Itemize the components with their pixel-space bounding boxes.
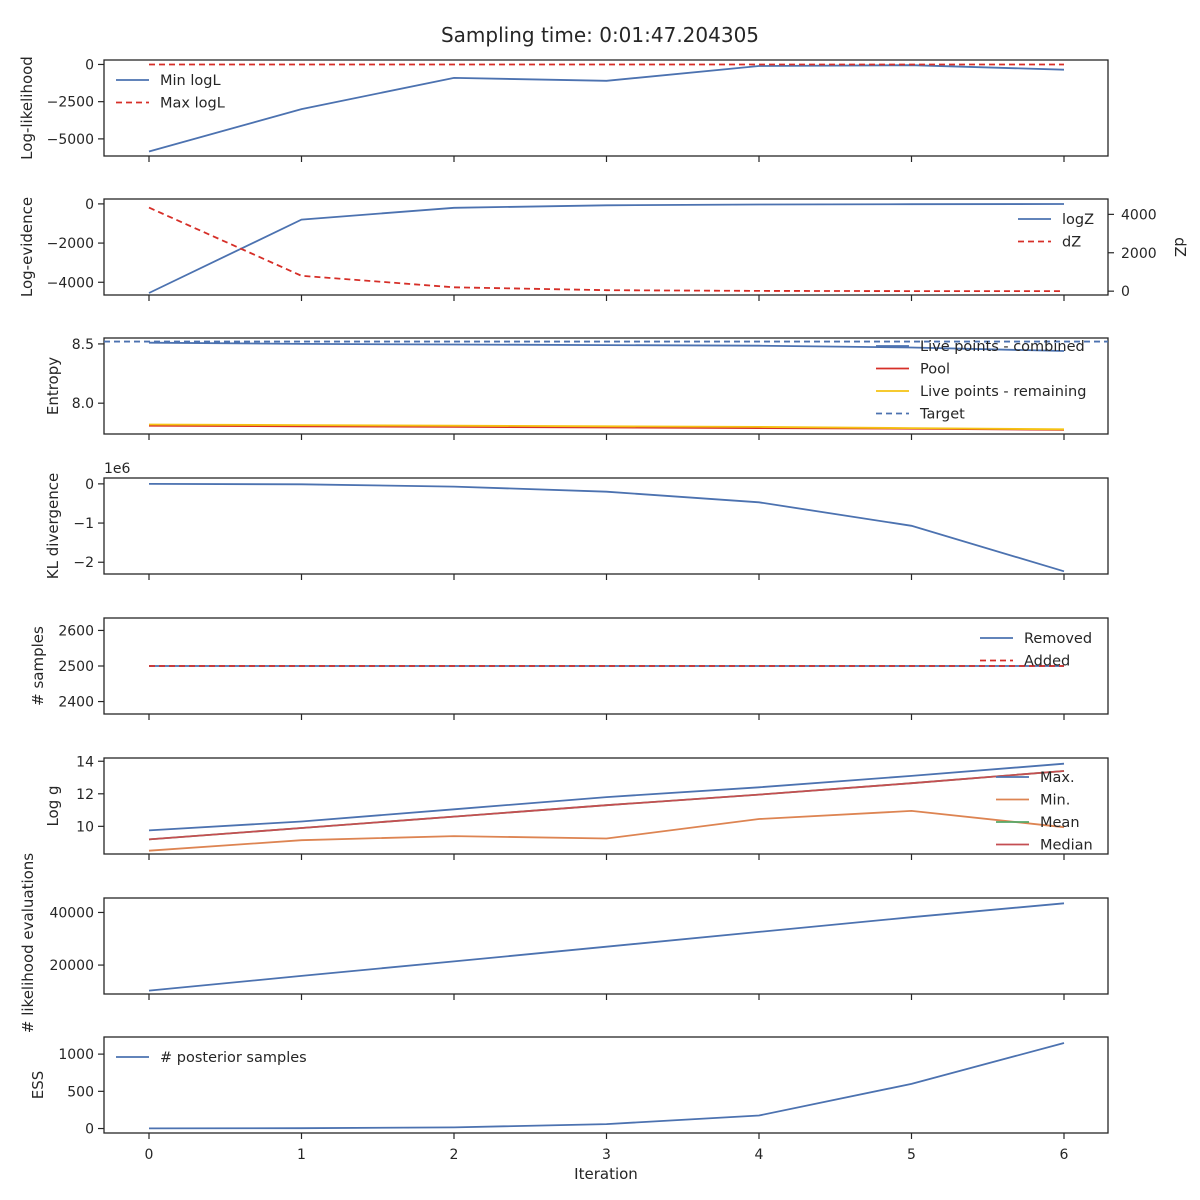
panel-entropy: 8.5 8.0 Entropy Live points - combined Pool L…	[44, 337, 1109, 440]
legend-label: Min.	[1040, 793, 1070, 809]
legend-label: Live points - remaining	[920, 384, 1086, 400]
series-line--posterior-samples	[148, 1042, 1065, 1130]
legend-label: Min logL	[160, 73, 221, 89]
panel-logevidence: 0 −2000 −4000 0 2000 4000 dZ Log-evidence logZ dZ	[18, 197, 1189, 301]
figure-title: Sampling time: 0:01:47.204305	[441, 23, 759, 47]
series-line-min-logl	[148, 64, 1065, 153]
series-line-logz	[148, 203, 1065, 294]
y2-tick-label: 2000	[1121, 246, 1157, 262]
panel-kl: 0 −1 −2 KL divergence 1e6	[44, 461, 1109, 580]
legend-label: Median	[1040, 838, 1093, 854]
x-axis-label: Iteration	[574, 1165, 638, 1183]
panel-samples: 2600 2500 2400 # samples Removed Added	[29, 617, 1109, 720]
y-tick-label: 10	[76, 819, 94, 835]
x-tick-label: 3	[602, 1147, 611, 1163]
y-axis-label: Log-likelihood	[18, 56, 36, 160]
legend-label: dZ	[1062, 235, 1081, 251]
legend-label: Added	[1024, 654, 1070, 670]
series-line-max-	[148, 762, 1065, 832]
panel-likelihood_evals: 40000 20000 # likelihood evaluations	[19, 853, 1109, 1033]
y-offset-label: 1e6	[104, 461, 131, 477]
y-tick-label: 1000	[58, 1047, 94, 1063]
y-tick-label: 0	[85, 477, 94, 493]
axes-frame	[103, 59, 1109, 157]
x-tick-label: 5	[907, 1147, 916, 1163]
series-line-live-points-remaining	[148, 423, 1065, 431]
y-tick-label: 2500	[58, 659, 94, 675]
x-tick-label: 4	[755, 1147, 764, 1163]
y-tick-label: 2600	[58, 623, 94, 639]
y-tick-label: 14	[76, 754, 94, 770]
y2-axis-label: dZ	[1171, 237, 1189, 257]
y-tick-label: −2500	[47, 95, 94, 111]
legend-label: Pool	[920, 362, 950, 378]
legend-label: Target	[919, 407, 965, 423]
y-tick-label: 0	[85, 57, 94, 73]
legend-label: # posterior samples	[160, 1050, 307, 1066]
y-axis-label: # likelihood evaluations	[19, 853, 37, 1033]
series-line-kl-divergence	[148, 482, 1065, 573]
y-tick-label: −2000	[47, 236, 94, 252]
y-tick-label: 20000	[49, 958, 94, 974]
x-tick-label: 6	[1060, 1147, 1069, 1163]
y-axis-label: Entropy	[44, 357, 62, 415]
y-tick-label: −5000	[47, 132, 94, 148]
x-tick-label: 1	[297, 1147, 306, 1163]
y-tick-label: 0	[85, 1122, 94, 1138]
x-tick-label: 2	[450, 1147, 459, 1163]
panel-loglikelihood: 0 −2500 −5000 Log-likelihood Min logL Max log…	[18, 56, 1109, 162]
y-axis-label: ESS	[29, 1071, 47, 1100]
y-axis-label: Log g	[44, 785, 62, 826]
y2-tick-label: 0	[1121, 284, 1130, 300]
y2-tick-label: 4000	[1121, 207, 1157, 223]
y-axis-label: Log-evidence	[18, 197, 36, 297]
y-tick-label: 12	[76, 787, 94, 803]
series-line-median	[148, 770, 1065, 841]
legend-label: Max logL	[160, 96, 225, 112]
legend-label: Live points - combined	[920, 339, 1085, 355]
y-tick-label: 2400	[58, 695, 94, 711]
series-line--likelihood-evaluations	[148, 902, 1065, 992]
y-tick-label: 8.5	[72, 337, 94, 353]
axes-frame	[103, 198, 1109, 296]
y-tick-label: 40000	[49, 905, 94, 921]
panel-logg: 14 12 10 Log g Max. Min. Mean Median	[44, 754, 1109, 860]
legend-label: Mean	[1040, 815, 1080, 831]
series-line-live-points-combined	[148, 341, 1065, 352]
y-tick-label: −4000	[47, 275, 94, 291]
y-axis-label: KL divergence	[44, 473, 62, 579]
y-tick-label: 8.0	[72, 396, 94, 412]
y-tick-label: −1	[73, 516, 94, 532]
y-tick-label: 0	[85, 197, 94, 213]
panel-ess: 1000 500 0 0 1 2 3 4 5 6 ESS # posterior samples	[29, 1036, 1109, 1163]
series-line-dz	[148, 206, 1064, 293]
series-line-min-	[148, 809, 1065, 852]
x-tick-label: 0	[145, 1147, 154, 1163]
y-tick-label: 500	[67, 1084, 94, 1100]
legend-label: logZ	[1062, 212, 1094, 228]
legend-label: Max.	[1040, 770, 1075, 786]
y-axis-label: # samples	[29, 626, 47, 706]
y-tick-label: −2	[73, 555, 94, 571]
legend-label: Removed	[1024, 631, 1092, 647]
